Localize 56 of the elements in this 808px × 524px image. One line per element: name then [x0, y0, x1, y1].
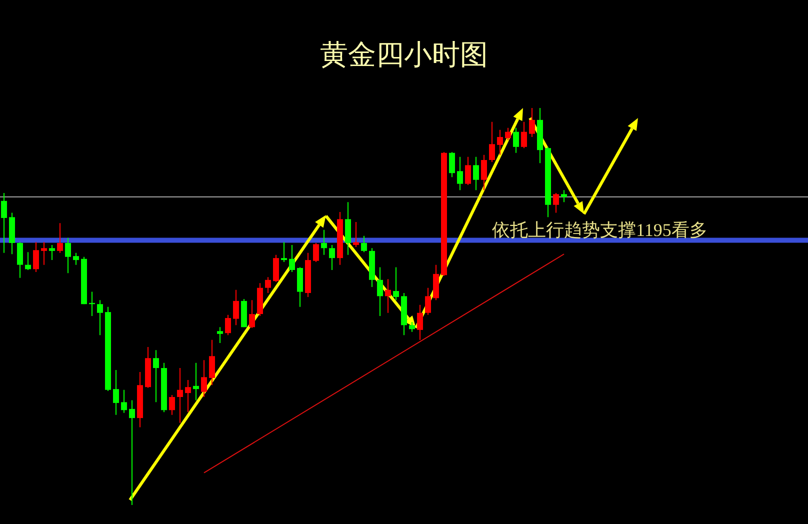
candlestick: [41, 242, 47, 266]
candlestick: [529, 108, 535, 138]
candlestick: [97, 300, 103, 336]
candlestick: [449, 152, 455, 178]
candlestick: [169, 394, 175, 416]
candlestick: [185, 379, 191, 413]
candlestick: [265, 276, 271, 294]
candlestick: [297, 266, 303, 308]
candlestick: [177, 368, 183, 424]
annotation: 依托上行趋势支撑1195看多: [492, 219, 708, 242]
candlestick: [321, 229, 327, 256]
candlestick: [561, 190, 567, 203]
candlestick: [489, 121, 495, 162]
candlestick: [553, 192, 559, 214]
chart-title: 黄金四小时图: [319, 39, 489, 73]
candlestick: [153, 350, 159, 403]
candlestick: [361, 235, 367, 253]
candlestick: [113, 370, 119, 416]
candlestick: [417, 304, 423, 340]
candlestick: [73, 252, 79, 266]
candlestick: [377, 266, 383, 317]
candlestick: [25, 252, 31, 270]
candlestick: [289, 244, 295, 272]
candlestick: [49, 244, 55, 261]
candlestick: [57, 222, 63, 254]
candlestick: [17, 242, 23, 278]
candlestick: [313, 242, 319, 263]
candlestick: [345, 202, 351, 256]
candlestick: [281, 242, 287, 263]
candlestick: [513, 127, 519, 154]
candlestick: [121, 389, 127, 414]
candlestick: [217, 326, 223, 344]
candlestick: [409, 321, 415, 332]
candlestick: [1, 192, 7, 254]
candlestick: [193, 362, 199, 401]
candlestick: [329, 244, 335, 270]
candlestick: [65, 237, 71, 274]
candlestick: [233, 289, 239, 326]
candlestick: [201, 360, 207, 398]
candlestick: [249, 300, 255, 328]
candlestick: [505, 127, 511, 141]
candlestick: [353, 221, 359, 248]
candlestick: [521, 121, 527, 149]
candlestick: [33, 242, 39, 272]
candlestick: [457, 156, 463, 191]
candlestick: [225, 314, 231, 336]
candlestick: [273, 254, 279, 282]
candlestick: [425, 287, 431, 316]
candlestick: [209, 339, 215, 386]
candlestick: [393, 266, 399, 301]
candlestick: [465, 156, 471, 186]
candlestick: [481, 154, 487, 191]
candlestick: [385, 278, 391, 314]
candlestick: [497, 129, 503, 156]
candlestick: [473, 156, 479, 191]
candlestick: [129, 400, 135, 505]
